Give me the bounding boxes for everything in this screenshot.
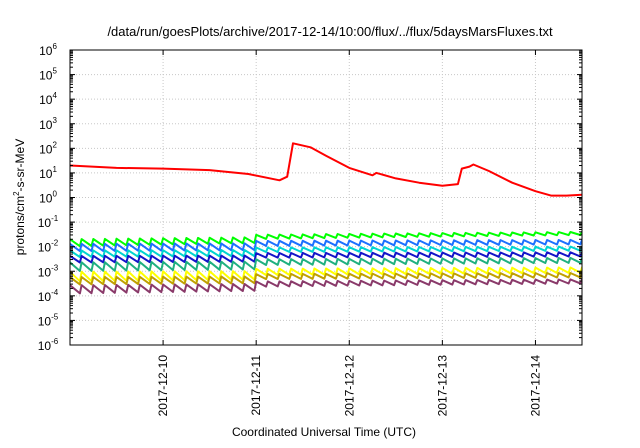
y-tick-base: 10 — [38, 314, 52, 328]
chart-title: /data/run/goesPlots/archive/2017-12-14/1… — [107, 24, 553, 39]
y-tick-label: 10-1 — [38, 214, 59, 230]
series-line-4 — [70, 245, 582, 258]
y-tick-exp: -3 — [51, 263, 59, 272]
series-line-7 — [70, 266, 582, 283]
y-tick-base: 10 — [39, 69, 53, 83]
series-line-9 — [70, 278, 582, 295]
series-line-8 — [70, 271, 582, 286]
y-tick-exp: -4 — [51, 288, 59, 297]
y-tick-base: 10 — [38, 216, 52, 230]
x-tick-label: 2017-12-14 — [528, 355, 542, 417]
y-tick-exp: 1 — [52, 165, 57, 174]
y-tick-exp: -1 — [51, 214, 59, 223]
y-tick-exp: -2 — [51, 239, 59, 248]
y-tick-label: 106 — [39, 42, 57, 58]
y-axis-label: protons/cm2-s-sr-MeV — [12, 139, 27, 255]
y-tick-exp: -6 — [51, 337, 59, 346]
y-tick-base: 10 — [38, 339, 52, 353]
x-tick-label: 2017-12-12 — [342, 355, 356, 417]
y-tick-exp: 4 — [52, 91, 57, 100]
y-tick-base: 10 — [39, 44, 53, 58]
series-line-3 — [70, 238, 582, 253]
series-line-5 — [70, 251, 582, 264]
y-tick-base: 10 — [39, 118, 53, 132]
y-tick-base: 10 — [39, 93, 53, 107]
x-tick-label: 2017-12-13 — [435, 355, 449, 417]
y-tick-label: 105 — [39, 67, 57, 83]
y-tick-label: 10-2 — [38, 239, 59, 255]
y-tick-label: 102 — [39, 140, 57, 156]
y-tick-label: 10-6 — [38, 337, 59, 353]
y-tick-exp: -5 — [51, 312, 59, 321]
y-tick-exp: 2 — [52, 140, 57, 149]
series-line-2 — [70, 230, 582, 248]
x-ticks: 2017-12-10 2017-12-11 2017-12-12 2017-12-13… — [156, 50, 542, 416]
x-axis-label: Coordinated Universal Time (UTC) — [232, 425, 416, 439]
y-tick-label: 10-5 — [38, 312, 59, 328]
y-tick-label: 103 — [39, 116, 57, 132]
y-tick-label: 10-4 — [38, 288, 59, 304]
y-ticks: 10-610-510-410-310-210-11001011021031041… — [38, 42, 582, 353]
y-tick-exp: 0 — [52, 190, 57, 199]
y-tick-base: 10 — [38, 265, 52, 279]
y-tick-base: 10 — [39, 192, 53, 206]
y-axis-label-prefix: protons/cm — [13, 196, 27, 255]
y-tick-label: 104 — [39, 91, 57, 107]
y-tick-exp: 3 — [52, 116, 57, 125]
y-tick-label: 10-3 — [38, 263, 59, 279]
y-tick-exp: 5 — [52, 67, 57, 76]
y-tick-label: 100 — [39, 190, 57, 206]
y-tick-exp: 6 — [52, 42, 57, 51]
x-tick-label: 2017-12-11 — [249, 355, 263, 416]
y-tick-base: 10 — [38, 241, 52, 255]
y-axis-label-sup: 2 — [12, 191, 21, 196]
y-tick-base: 10 — [39, 142, 53, 156]
y-tick-base: 10 — [39, 167, 53, 181]
y-axis-label-suffix: -s-sr-MeV — [13, 139, 27, 192]
x-tick-label: 2017-12-10 — [156, 355, 170, 417]
y-tick-label: 101 — [39, 165, 57, 181]
series-layer — [70, 142, 582, 295]
y-tick-base: 10 — [38, 290, 52, 304]
series-line-1 — [70, 142, 582, 197]
series-line-6 — [70, 256, 582, 272]
